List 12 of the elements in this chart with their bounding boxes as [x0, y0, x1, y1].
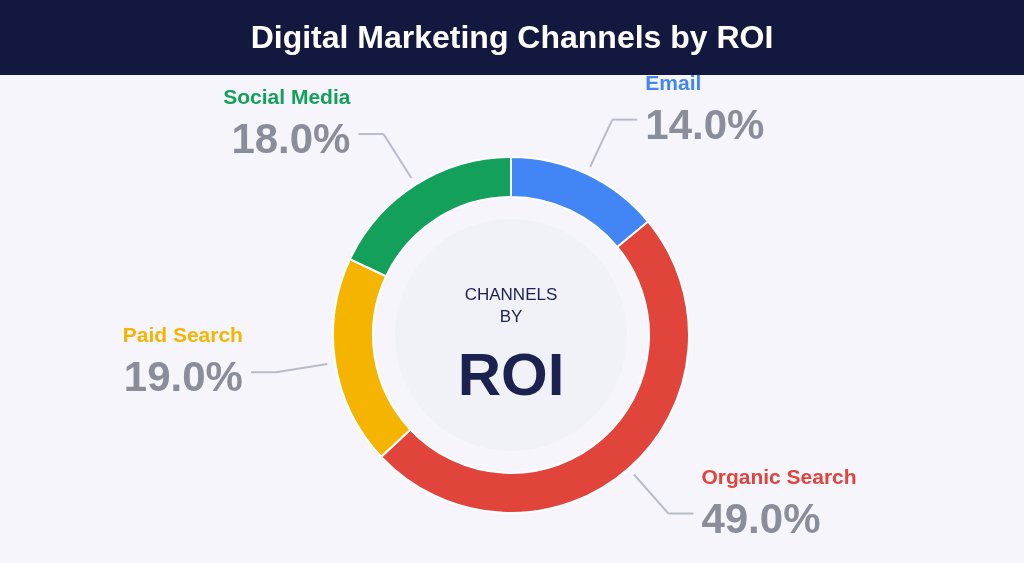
data-label: 19.0%	[123, 353, 243, 401]
slice-label: Social Media	[223, 85, 351, 109]
text: CHANNELS	[464, 285, 558, 304]
text: BY	[499, 307, 523, 326]
chart-title: Digital Marketing Channels by ROI	[250, 19, 774, 55]
slice-label: Email	[645, 70, 702, 94]
slice-label: Paid Search	[122, 323, 243, 347]
text: ROI	[457, 341, 565, 408]
data-label: 18.0%	[231, 115, 351, 163]
data-label: 14.0%	[645, 100, 765, 148]
data-label: 49.0%	[701, 494, 821, 542]
slice-label: Organic Search	[701, 464, 857, 488]
